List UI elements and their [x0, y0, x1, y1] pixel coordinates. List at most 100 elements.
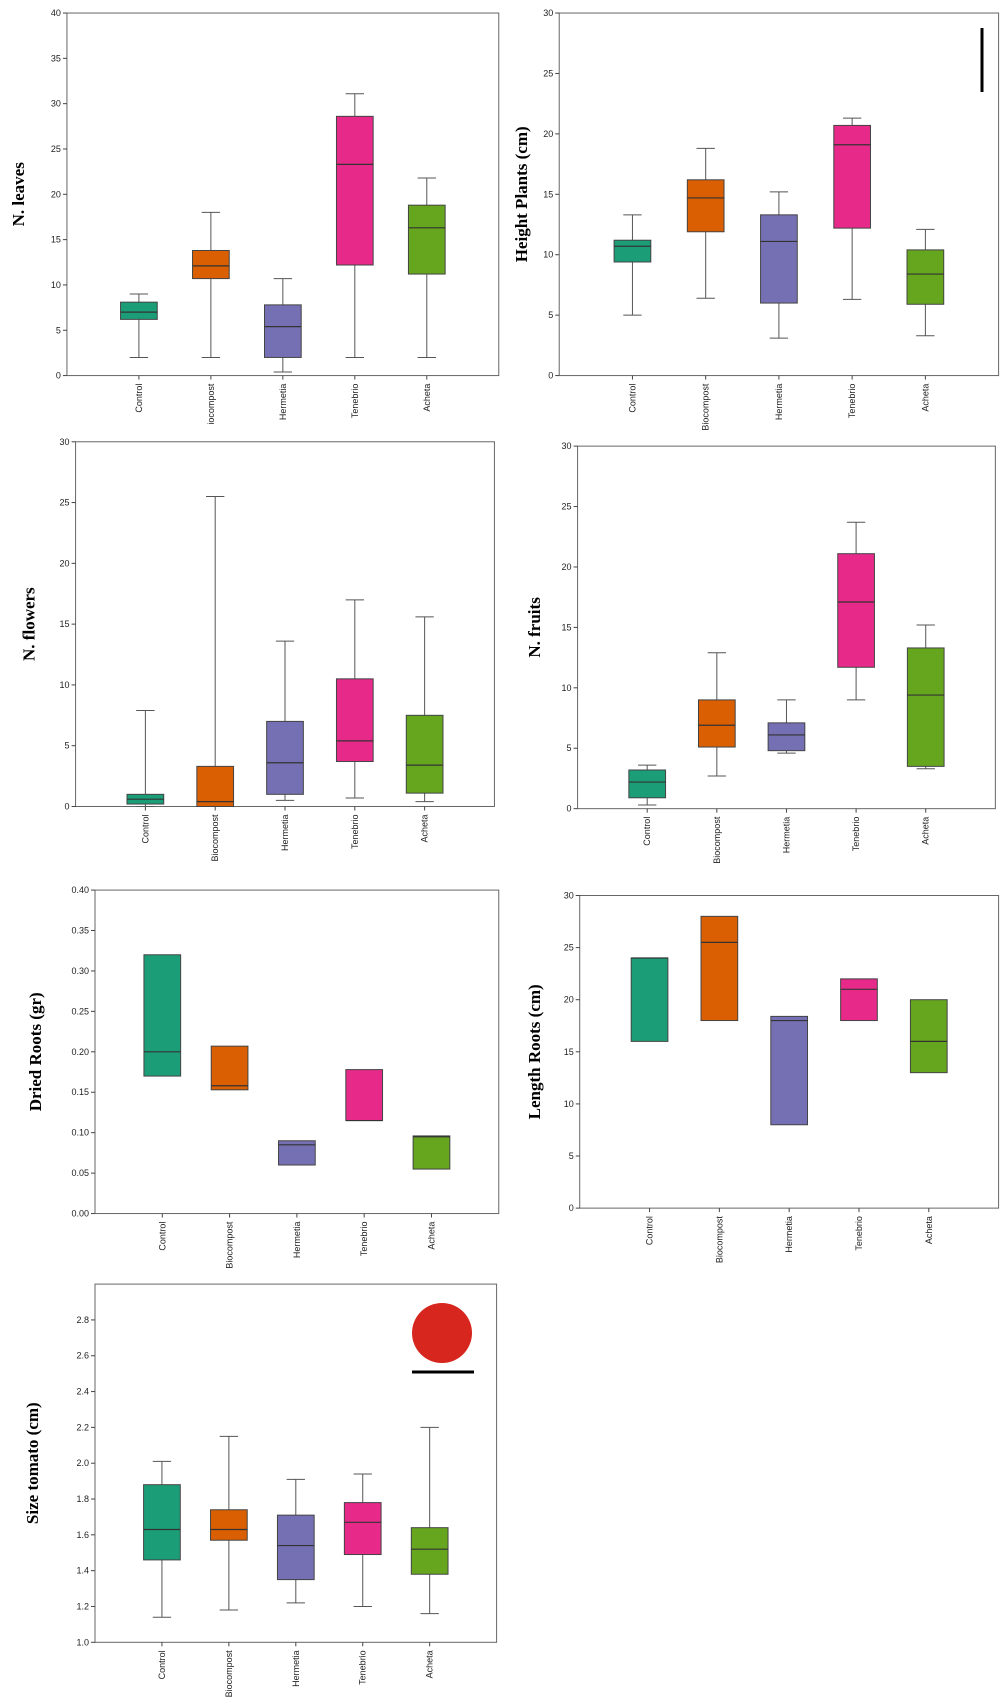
- x-tick-label: Acheta: [924, 1216, 934, 1244]
- y-tick-label: 25: [562, 502, 572, 512]
- x-tick-label: Hermetia: [280, 814, 290, 851]
- y-tick-label: 10: [51, 280, 61, 290]
- box: [412, 1135, 451, 1170]
- box: [410, 1527, 449, 1575]
- y-tick-label: 20: [543, 129, 553, 139]
- y-tick-label: 30: [562, 441, 572, 451]
- box: [192, 249, 230, 280]
- y-tick-label: 25: [564, 943, 574, 953]
- y-tick-label: 15: [543, 189, 553, 199]
- y-tick-label: 25: [543, 68, 553, 78]
- x-tick-label: Tenebrio: [350, 384, 360, 419]
- y-tick-label: 30: [60, 437, 70, 447]
- y-tick-label: 1.2: [76, 1601, 89, 1611]
- x-tick-label: Control: [140, 814, 150, 843]
- x-tick-label: Control: [627, 384, 637, 413]
- y-tick-label: 0: [56, 371, 61, 381]
- y-tick-label: 15: [51, 235, 61, 245]
- y-axis-label: N. fruits: [525, 597, 544, 658]
- x-tick-label: Biocompost: [712, 816, 722, 864]
- box: [210, 1509, 248, 1541]
- y-tick-label: 20: [60, 558, 70, 568]
- y-tick-label: 1.8: [76, 1494, 89, 1504]
- y-tick-label: 0.00: [71, 1209, 89, 1219]
- x-tick-label: Biocompost: [225, 1221, 235, 1269]
- box: [263, 304, 302, 358]
- x-tick-label: Tenebrio: [854, 1216, 864, 1251]
- box: [210, 1045, 249, 1091]
- tomato: [412, 1303, 472, 1363]
- box: [628, 769, 667, 799]
- y-tick-label: 20: [562, 562, 572, 572]
- y-tick-label: 40: [51, 8, 61, 18]
- box: [767, 722, 806, 752]
- box: [407, 204, 446, 275]
- y-axis-label: Height Plants (cm): [512, 126, 531, 262]
- box: [405, 714, 444, 794]
- x-tick-label: Control: [134, 384, 144, 413]
- y-tick-label: 2.4: [76, 1387, 89, 1397]
- panel: N. leaves 0 5 10 15 20 25 30 35 40 Control iocompos…: [9, 8, 500, 425]
- y-tick-label: 1.4: [76, 1566, 89, 1576]
- x-tick-label: Acheta: [422, 384, 432, 412]
- y-tick-label: 10: [564, 1099, 574, 1109]
- x-tick-label: Hermetia: [784, 1216, 794, 1253]
- x-tick-label: Control: [157, 1650, 167, 1679]
- y-tick-label: 0: [548, 371, 553, 381]
- box: [120, 301, 158, 320]
- y-tick-label: 10: [60, 680, 70, 690]
- box: [630, 957, 669, 1042]
- y-tick-label: 0.40: [71, 885, 89, 895]
- panel: Length Roots (cm) 0 5 10 15 20 25 30 Control Bioc…: [525, 891, 1000, 1263]
- x-tick-label: Acheta: [921, 817, 931, 845]
- y-tick-label: 0.15: [71, 1087, 89, 1097]
- x-tick-label: Tenebrio: [851, 817, 861, 852]
- y-tick-label: 0.20: [71, 1047, 89, 1057]
- box: [906, 647, 945, 767]
- x-tick-label: Acheta: [420, 814, 430, 842]
- y-tick-label: 35: [51, 53, 61, 63]
- y-tick-label: 2.8: [76, 1315, 89, 1325]
- x-tick-label: Tenebrio: [350, 814, 360, 849]
- box: [697, 699, 736, 748]
- box: [343, 1502, 382, 1556]
- y-tick-label: 1.6: [76, 1530, 89, 1540]
- box: [266, 720, 304, 795]
- x-tick-label: Control: [157, 1222, 167, 1251]
- panel: N. flowers 0 5 10 15 20 25 30 Control Biocompost H…: [20, 437, 495, 862]
- y-axis-label: Length Roots (cm): [525, 984, 544, 1119]
- y-tick-label: 10: [562, 683, 572, 693]
- y-tick-label: 15: [60, 619, 70, 629]
- y-tick-label: 25: [60, 498, 70, 508]
- y-tick-label: 2.2: [76, 1422, 89, 1432]
- y-tick-label: 15: [562, 622, 572, 632]
- y-tick-label: 1.0: [76, 1637, 89, 1647]
- x-tick-label: Control: [645, 1216, 655, 1245]
- y-tick-label: 0.05: [71, 1168, 89, 1178]
- panel: Height Plants (cm) 0 5 10 15 20 25 30 Control Bio…: [512, 8, 1000, 431]
- box: [837, 553, 875, 668]
- x-tick-label: Acheta: [425, 1650, 435, 1678]
- box: [906, 249, 945, 305]
- x-tick-label: Control: [642, 817, 652, 846]
- x-tick-label: Biocompost: [701, 383, 711, 431]
- y-tick-label: 2.0: [76, 1458, 89, 1468]
- panel: Dried Roots (gr) 0.00 0.05 0.10 0.15 0.20 0.25…: [26, 885, 500, 1269]
- y-tick-label: 5: [56, 325, 61, 335]
- y-tick-label: 0: [65, 801, 70, 811]
- box: [143, 1484, 181, 1561]
- x-tick-label: Hermetia: [774, 384, 784, 421]
- x-tick-label: Acheta: [426, 1222, 436, 1250]
- y-tick-label: 15: [564, 1047, 574, 1057]
- x-tick-label: Acheta: [920, 384, 930, 412]
- box: [276, 1514, 315, 1581]
- y-tick-label: 30: [564, 891, 574, 901]
- box: [686, 179, 725, 233]
- tomato-icon: [412, 1303, 474, 1374]
- y-tick-label: 20: [564, 995, 574, 1005]
- x-tick-label: Biocompost: [224, 1650, 234, 1698]
- x-tick-label: iocompost: [206, 383, 216, 425]
- x-tick-label: Hermetia: [278, 384, 288, 421]
- y-axis-label: N. leaves: [9, 162, 28, 227]
